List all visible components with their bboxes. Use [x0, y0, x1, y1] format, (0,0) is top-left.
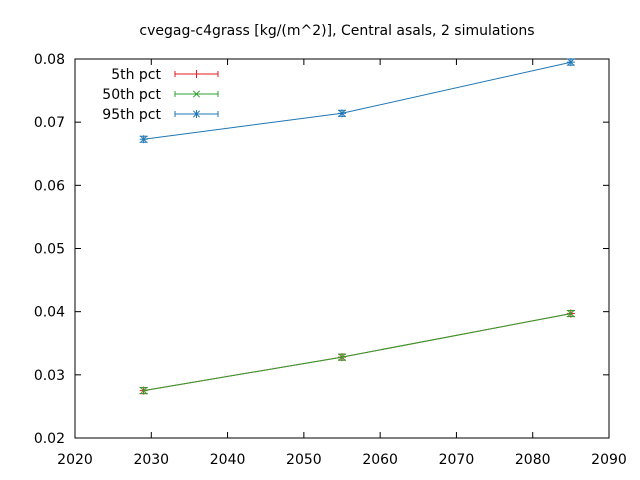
- legend: 5th pct 50th pct 95th pct: [102, 67, 219, 123]
- x-tick-label: 2050: [286, 452, 322, 468]
- x-axis: 2020 2030 2040 2050 2060 2070 2080 2090: [57, 59, 627, 468]
- x-tick-label: 2040: [210, 452, 246, 468]
- series-line: [143, 313, 571, 392]
- series-line: [143, 313, 571, 392]
- data-point: [139, 135, 148, 144]
- legend-marker: [192, 90, 201, 98]
- y-tick-label: 0.03: [34, 368, 65, 384]
- data-point: [567, 310, 575, 318]
- legend-item: 95th pct: [102, 107, 219, 123]
- legend-item: 50th pct: [102, 87, 219, 103]
- legend-marker: [192, 110, 201, 118]
- y-tick-label: 0.08: [34, 52, 65, 68]
- x-tick-label: 2020: [57, 452, 93, 468]
- y-tick-label: 0.02: [34, 431, 65, 447]
- legend-label: 95th pct: [102, 107, 161, 123]
- x-tick-label: 2080: [515, 452, 551, 468]
- series-2: [139, 58, 575, 144]
- legend-label: 5th pct: [111, 67, 161, 83]
- legend-label: 50th pct: [102, 87, 161, 103]
- x-tick-label: 2090: [591, 452, 627, 468]
- data-point: [338, 353, 346, 361]
- data-point: [566, 58, 575, 67]
- x-tick-label: 2070: [439, 452, 475, 468]
- x-tick-label: 2030: [133, 452, 169, 468]
- series-0: [139, 309, 575, 395]
- y-tick-label: 0.05: [34, 242, 65, 258]
- y-axis: 0.02 0.03 0.04 0.05 0.06 0.07 0.08: [34, 52, 609, 447]
- y-tick-label: 0.04: [34, 305, 65, 321]
- x-tick-label: 2060: [362, 452, 398, 468]
- series-1: [139, 310, 575, 395]
- series-layer: [139, 58, 575, 395]
- data-point: [140, 387, 148, 395]
- chart-title: cvegag-c4grass [kg/(m^2)], Central asals…: [139, 23, 534, 39]
- legend-marker: [192, 70, 201, 78]
- y-tick-label: 0.07: [34, 115, 65, 131]
- data-point: [338, 109, 346, 118]
- legend-item: 5th pct: [111, 67, 219, 83]
- y-tick-label: 0.06: [34, 178, 65, 194]
